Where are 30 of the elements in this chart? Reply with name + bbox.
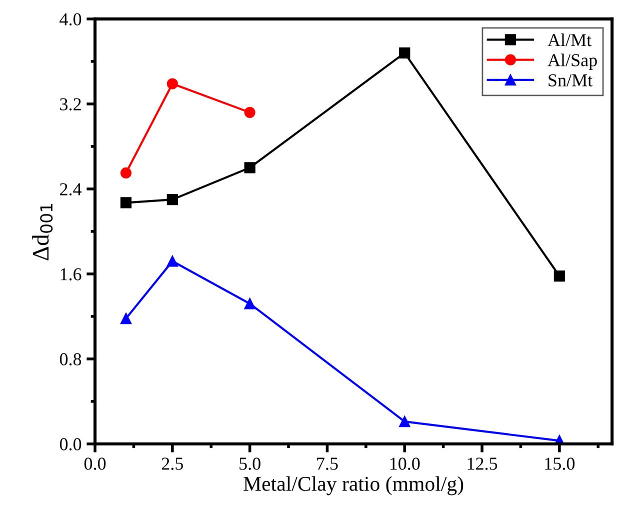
y-tick-label: 0.0 xyxy=(60,438,82,450)
x-tick-label: 0.0 xyxy=(84,458,106,470)
legend-label: Al/Mt xyxy=(548,34,592,46)
point xyxy=(244,298,256,310)
legend-label: Al/Sap xyxy=(548,54,597,70)
point xyxy=(244,106,256,118)
point xyxy=(166,78,178,90)
y-tick-label: 0.8 xyxy=(60,353,82,366)
x-tick-label: 5.0 xyxy=(240,458,260,470)
x-tick-label: 2.5 xyxy=(162,458,183,470)
y-tick-label: 1.6 xyxy=(60,268,82,280)
y-tick-label: 2.4 xyxy=(60,183,82,196)
point xyxy=(166,256,178,267)
point xyxy=(399,416,410,428)
x-tick-label: 12.5 xyxy=(468,458,498,470)
y-tick-label: 3.2 xyxy=(60,98,81,110)
point xyxy=(166,194,178,206)
point xyxy=(120,312,132,324)
point xyxy=(120,167,132,179)
point xyxy=(244,162,256,174)
y-tick-label: 4.0 xyxy=(60,13,82,26)
point xyxy=(120,197,132,208)
y-axis-title: Δd$_{001}$ xyxy=(32,204,53,260)
x-tick-label: 10.0 xyxy=(390,458,420,470)
point xyxy=(554,270,565,282)
legend-label: Sn/Mt xyxy=(548,74,593,86)
x-tick-label: 7.5 xyxy=(317,458,338,470)
point xyxy=(399,47,410,58)
x-axis-title: Metal/Clay ratio (mmol/g) xyxy=(244,476,464,496)
x-tick-label: 15.0 xyxy=(545,458,575,470)
